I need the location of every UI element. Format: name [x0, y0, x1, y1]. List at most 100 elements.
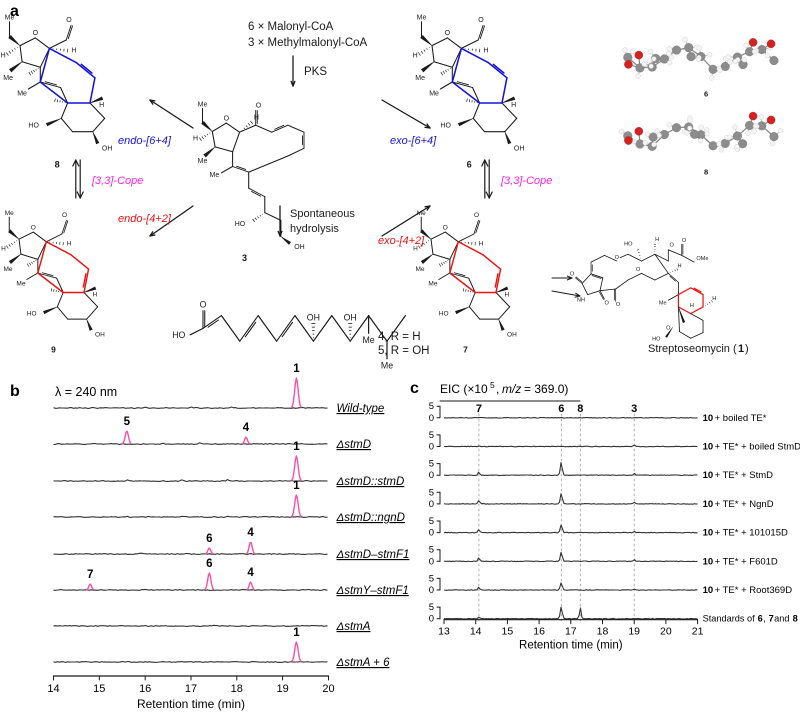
- svg-text:+ TE* + 101015D: + TE* + 101015D: [715, 528, 788, 539]
- svg-text:O: O: [636, 267, 641, 273]
- svg-text:exo-[4+2]: exo-[4+2]: [378, 235, 425, 247]
- svg-text:1: 1: [293, 480, 300, 492]
- svg-text:O: O: [66, 17, 72, 24]
- svg-text:+ TE* + Root369D: + TE* + Root369D: [715, 585, 793, 596]
- svg-text:1: 1: [738, 343, 744, 355]
- svg-text:O: O: [616, 302, 621, 308]
- svg-text:[3,3]-Cope: [3,3]-Cope: [500, 175, 552, 187]
- svg-text:H: H: [193, 136, 198, 143]
- svg-text:0: 0: [429, 470, 434, 481]
- svg-text:exo-[6+4]: exo-[6+4]: [390, 135, 437, 147]
- svg-text:H: H: [712, 296, 716, 302]
- svg-text:NH: NH: [577, 297, 585, 303]
- svg-text:ΔstmD::stmD: ΔstmD::stmD: [336, 476, 405, 488]
- svg-text:Me: Me: [16, 280, 25, 287]
- svg-text:14: 14: [47, 683, 59, 695]
- svg-text:16: 16: [139, 683, 151, 695]
- svg-text:5: 5: [429, 516, 434, 527]
- svg-text:Me: Me: [198, 101, 208, 108]
- svg-text:5: 5: [429, 573, 434, 584]
- svg-text:10: 10: [703, 413, 714, 424]
- svg-text:H: H: [92, 291, 97, 298]
- svg-text:10: 10: [703, 556, 714, 567]
- svg-text:17: 17: [185, 683, 197, 695]
- svg-text:8: 8: [55, 159, 60, 169]
- svg-text:Me: Me: [381, 360, 393, 370]
- svg-text:+ boiled TE*: + boiled TE*: [715, 413, 767, 424]
- svg-text:15: 15: [93, 683, 105, 695]
- svg-text:O: O: [62, 212, 67, 219]
- svg-text:13: 13: [438, 626, 450, 638]
- svg-text:= 369.0): = 369.0): [524, 382, 568, 396]
- svg-text:HO: HO: [439, 310, 449, 317]
- svg-text:Me: Me: [17, 90, 27, 97]
- svg-text:4, R = H: 4, R = H: [378, 331, 421, 343]
- svg-text:HO: HO: [28, 123, 39, 130]
- svg-text:Wild-type: Wild-type: [337, 403, 385, 415]
- svg-text:Spontaneous: Spontaneous: [290, 208, 355, 220]
- svg-text:+ TE* + NgnD: + TE* + NgnD: [715, 499, 774, 510]
- svg-text:6: 6: [558, 403, 564, 415]
- svg-text:5: 5: [490, 380, 495, 390]
- svg-text:c: c: [410, 380, 419, 397]
- svg-text:17: 17: [565, 626, 577, 638]
- svg-text:hydrolysis: hydrolysis: [290, 223, 339, 235]
- svg-text:5, R = OH: 5, R = OH: [378, 345, 429, 357]
- svg-text:20: 20: [660, 626, 672, 638]
- svg-text:ΔstmD: ΔstmD: [336, 439, 372, 451]
- svg-text:Retention time (min): Retention time (min): [519, 640, 623, 652]
- svg-text:Me: Me: [362, 335, 374, 345]
- svg-text:4: 4: [247, 527, 254, 539]
- svg-text:H: H: [690, 303, 694, 309]
- svg-text:Standards of: Standards of: [703, 614, 756, 624]
- svg-text:Me: Me: [415, 75, 425, 82]
- svg-text:OH: OH: [95, 332, 105, 339]
- svg-text:H: H: [677, 264, 681, 270]
- svg-text:21: 21: [692, 626, 704, 638]
- svg-text:8: 8: [577, 403, 583, 415]
- svg-text:endo-[6+4]: endo-[6+4]: [118, 135, 172, 147]
- svg-text:H: H: [99, 102, 104, 109]
- svg-text:O: O: [445, 30, 451, 37]
- svg-text:ΔstmY–stmF1: ΔstmY–stmF1: [336, 585, 409, 597]
- svg-text:Me: Me: [3, 266, 12, 273]
- svg-text:ΔstmD::ngnD: ΔstmD::ngnD: [336, 512, 405, 524]
- svg-text:18: 18: [231, 683, 243, 695]
- svg-text:Me: Me: [5, 15, 15, 22]
- svg-text:Me: Me: [417, 15, 427, 22]
- svg-text:10: 10: [703, 585, 714, 596]
- svg-text:,: ,: [763, 614, 766, 624]
- svg-text:8: 8: [793, 614, 798, 624]
- svg-text:O: O: [33, 30, 39, 37]
- svg-text:0: 0: [429, 413, 434, 424]
- svg-text:H: H: [1, 53, 6, 60]
- svg-text:H: H: [71, 48, 76, 55]
- svg-text:and: and: [774, 614, 789, 624]
- svg-text:9: 9: [51, 344, 56, 354]
- svg-text:Me: Me: [5, 210, 14, 217]
- svg-text:4: 4: [247, 567, 254, 579]
- svg-text:OH: OH: [307, 312, 320, 322]
- svg-text:6: 6: [758, 614, 763, 624]
- svg-text:HO: HO: [27, 310, 37, 317]
- svg-text:3: 3: [631, 403, 637, 415]
- svg-text:H: H: [655, 237, 659, 243]
- svg-text:HO: HO: [440, 123, 451, 130]
- svg-text:5: 5: [429, 459, 434, 470]
- svg-text:O: O: [443, 224, 448, 231]
- svg-text:7: 7: [769, 614, 774, 624]
- svg-text:10: 10: [703, 442, 714, 453]
- svg-text:3: 3: [242, 253, 247, 263]
- svg-text:4: 4: [243, 422, 250, 434]
- svg-text:,: ,: [496, 382, 499, 396]
- svg-text:15: 15: [502, 626, 514, 638]
- svg-text:): ): [745, 343, 749, 355]
- svg-text:5: 5: [429, 602, 434, 613]
- svg-text:5: 5: [429, 545, 434, 556]
- svg-text:0: 0: [429, 499, 434, 510]
- svg-text:endo-[4+2]: endo-[4+2]: [118, 213, 172, 225]
- svg-text:HO: HO: [172, 330, 185, 340]
- svg-text:Me: Me: [3, 75, 13, 82]
- svg-text:16: 16: [533, 626, 545, 638]
- svg-text:Me: Me: [428, 280, 437, 287]
